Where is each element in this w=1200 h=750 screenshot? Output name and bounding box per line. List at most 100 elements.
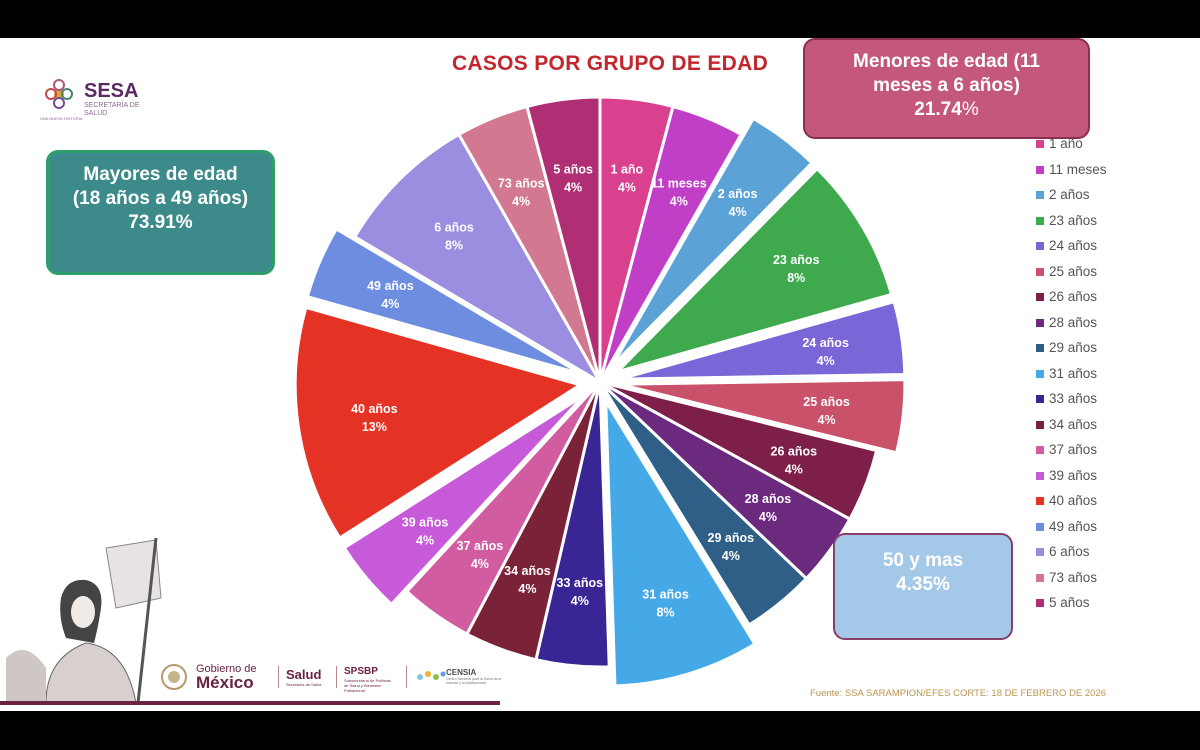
- legend-label: 2 años: [1049, 187, 1090, 202]
- pie-slice: [598, 104, 744, 383]
- gov-line2: México: [196, 673, 254, 692]
- pie-slice: [619, 378, 907, 455]
- legend-item: 24 años: [1036, 238, 1146, 264]
- slice-category-label: 49 años: [367, 279, 414, 293]
- source-note: Fuente: SSA SARAMPION/EFES CORTE: 18 DE …: [810, 688, 1107, 699]
- legend-label: 28 años: [1049, 314, 1098, 330]
- legend-label: 25 años: [1049, 263, 1098, 279]
- slice-category-label: 11 meses: [651, 176, 707, 190]
- slice-category-label: 24 años: [802, 336, 849, 350]
- callout-menores-line1: Menores de edad (11: [853, 51, 1040, 72]
- slice-value-label: 4%: [518, 582, 536, 596]
- slice-category-label: 31 años: [642, 587, 689, 601]
- slice-value-label: 4%: [817, 354, 835, 368]
- callout-menores-pct: 21.74%: [805, 98, 1088, 122]
- slice-value-label: 4%: [670, 194, 688, 208]
- slice-value-label: 8%: [445, 239, 463, 253]
- slice-value-label: 8%: [787, 271, 805, 285]
- legend-swatch: [1036, 344, 1044, 352]
- legend-item: 28 años: [1036, 315, 1146, 341]
- slice-value-label: 4%: [416, 533, 434, 547]
- slice-value-label: 4%: [785, 463, 803, 477]
- legend-label: 23 años: [1049, 212, 1098, 228]
- slice-value-label: 4%: [818, 413, 836, 427]
- slide: 1 año 4% 11 meses 4% 2 años 4% 23 años 8% 24 año…: [0, 38, 1200, 711]
- legend-item: 23 años: [1036, 213, 1146, 239]
- legend-swatch: [1036, 165, 1044, 174]
- slice-category-label: 1 año: [611, 163, 644, 177]
- legend-item: 25 años: [1036, 264, 1146, 290]
- slice-category-label: 25 años: [803, 395, 850, 409]
- pie-chart: 1 año 4% 11 meses 4% 2 años 4% 23 años 8% 24 año…: [293, 95, 907, 688]
- legend-label: 34 años: [1049, 416, 1098, 432]
- legend-item: 26 años: [1036, 289, 1146, 315]
- callout-menores-line2: meses a 6 años): [873, 75, 1020, 96]
- legend-swatch: [1036, 318, 1044, 327]
- logo-divider: [336, 666, 337, 688]
- legend-item: 1 año: [1036, 136, 1146, 162]
- spsbp-sub: Subsecretaría de Políticas de Salud y Bi…: [344, 678, 391, 693]
- legend-label: 31 años: [1049, 365, 1098, 381]
- slice-value-label: 13%: [362, 420, 387, 434]
- slice-value-label: 4%: [722, 549, 740, 563]
- legend-item: 40 años: [1036, 493, 1146, 519]
- sesa-flower-icon: [45, 79, 73, 109]
- sesa-name: SESA: [84, 80, 139, 102]
- callout-menores-pct-number: 21.74: [914, 99, 962, 120]
- legend-swatch: [1036, 548, 1044, 556]
- slice-category-label: 37 años: [457, 539, 504, 553]
- spsbp-logo: SPSBP: [344, 666, 378, 677]
- slice-category-label: 40 años: [351, 402, 398, 416]
- legend-item: 49 años: [1036, 519, 1146, 545]
- pie-slice: [619, 299, 907, 381]
- legend-label: 33 años: [1049, 391, 1098, 406]
- legend-label: 39 años: [1049, 467, 1098, 483]
- legend-swatch: [1036, 497, 1044, 505]
- legend-swatch: [1036, 369, 1044, 378]
- government-logos: Gobierno de México Salud Secretaría de S…: [160, 662, 501, 693]
- legend-item: 33 años: [1036, 391, 1146, 417]
- slice-category-label: 33 años: [557, 576, 604, 590]
- legend-item: 6 años: [1036, 544, 1146, 570]
- legend-item: 5 años: [1036, 595, 1146, 621]
- pie-slice: [404, 380, 602, 637]
- legend-item: 11 meses: [1036, 162, 1146, 188]
- legend-swatch: [1036, 191, 1044, 199]
- legend-label: 24 años: [1049, 238, 1098, 253]
- legend-item: 29 años: [1036, 340, 1146, 366]
- legend-item: 34 años: [1036, 417, 1146, 443]
- legend-item: 37 años: [1036, 442, 1146, 468]
- pie-slice: [293, 305, 584, 540]
- callout-50-line2: 4.35%: [896, 574, 950, 595]
- censia-logo: CENSIA: [446, 668, 477, 677]
- slice-value-label: 4%: [471, 557, 489, 571]
- legend-label: 29 años: [1049, 340, 1098, 355]
- gov-line1: Gobierno de: [196, 663, 257, 675]
- slice-category-label: 26 años: [771, 445, 818, 459]
- slice-value-label: 4%: [759, 510, 777, 524]
- legend-label: 26 años: [1049, 289, 1098, 304]
- callout-menores-pct-sign: %: [961, 99, 979, 120]
- legend-swatch: [1036, 395, 1044, 403]
- slice-value-label: 4%: [618, 181, 636, 195]
- callout-mayores-line1: Mayores de edad: [83, 164, 238, 185]
- slice-category-label: 2 años: [718, 187, 758, 201]
- chart-legend: 1 año 11 meses 2 años 23 años 24 años 25 años…: [1036, 136, 1146, 621]
- legend-swatch: [1036, 216, 1044, 225]
- callout-mayores: Mayores de edad (18 años a 49 años) 73.9…: [46, 150, 275, 275]
- legend-label: 5 años: [1049, 595, 1090, 610]
- slice-category-label: 6 años: [434, 221, 474, 235]
- legend-swatch: [1036, 140, 1044, 148]
- callout-mayores-line3: 73.91%: [128, 212, 193, 233]
- legend-label: 6 años: [1049, 544, 1090, 559]
- pie-slice: [352, 132, 605, 387]
- legend-label: 1 año: [1049, 136, 1083, 151]
- legend-item: 39 años: [1036, 468, 1146, 494]
- sesa-subtitle: SECRETARÍA DE SALUD: [84, 102, 140, 117]
- legend-swatch: [1036, 599, 1044, 607]
- slice-category-label: 39 años: [402, 515, 449, 529]
- callout-50-y-mas: 50 y mas 4.35%: [833, 533, 1013, 640]
- sesa-tagline: UNA NUEVA HISTORIA: [40, 116, 83, 121]
- legend-swatch: [1036, 522, 1044, 531]
- legend-swatch: [1036, 573, 1044, 582]
